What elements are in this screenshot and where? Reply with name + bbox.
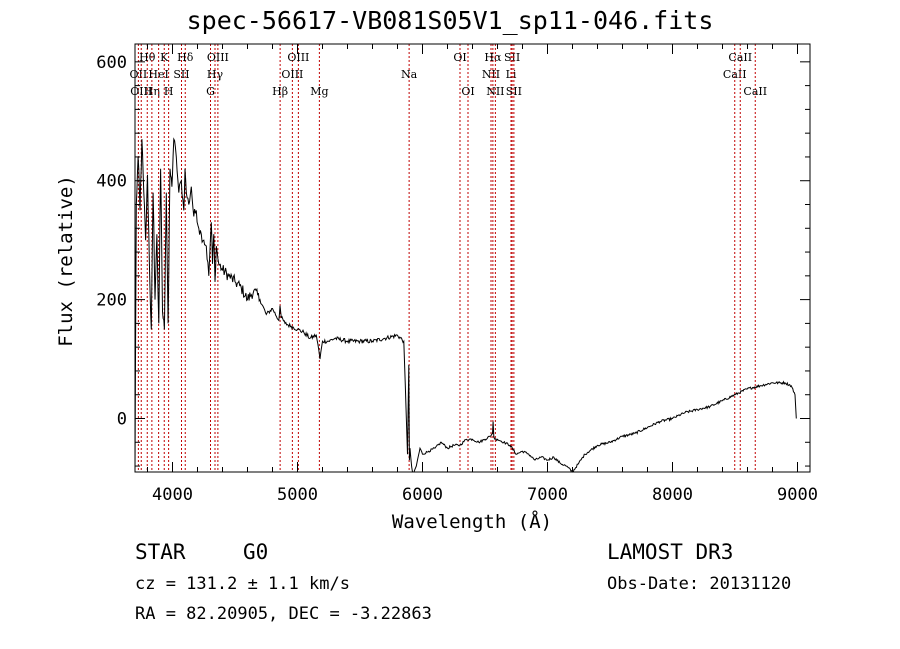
line-marker-label: NII bbox=[486, 85, 504, 98]
line-marker-label: CaII bbox=[743, 85, 767, 98]
redshift-readout: cz = 131.2 ± 1.1 km/s bbox=[135, 574, 350, 594]
x-tick-label: 9000 bbox=[777, 485, 818, 505]
line-marker-label: Hα bbox=[484, 51, 502, 64]
line-marker-label: Hδ bbox=[177, 51, 194, 64]
line-marker-label: OII bbox=[130, 68, 148, 81]
spectrum-line bbox=[134, 137, 797, 473]
x-tick-label: 8000 bbox=[652, 485, 693, 505]
y-tick-label: 200 bbox=[96, 291, 127, 311]
y-tick-label: 400 bbox=[96, 172, 127, 192]
survey-name: LAMOST DR3 bbox=[607, 540, 734, 564]
line-marker-label: H bbox=[164, 85, 174, 98]
line-markers: OIIOIIIHθHηHeIKHSIIHδGHγOIIIHβOIIIOIIIMg… bbox=[130, 44, 767, 472]
line-marker-label: SII bbox=[504, 51, 520, 64]
object-class: STAR bbox=[135, 540, 186, 564]
y-axis-label: Flux (relative) bbox=[55, 175, 77, 347]
line-marker-label: OI bbox=[461, 85, 474, 98]
line-marker-label: OIII bbox=[207, 51, 229, 64]
coordinates-readout: RA = 82.20905, DEC = -3.22863 bbox=[135, 604, 432, 624]
object-subclass: G0 bbox=[243, 540, 269, 564]
line-marker-label: Na bbox=[401, 68, 418, 81]
line-marker-label: Mg bbox=[310, 85, 328, 98]
line-marker-label: Hβ bbox=[272, 85, 288, 98]
line-marker-label: CaII bbox=[723, 68, 747, 81]
line-marker-label: Hη bbox=[144, 85, 160, 98]
line-marker-label: OI bbox=[453, 51, 466, 64]
line-marker-label: NII bbox=[482, 68, 500, 81]
observation-date: Obs-Date: 20131120 bbox=[607, 574, 792, 594]
y-tick-label: 600 bbox=[96, 53, 127, 73]
chart-title: spec-56617-VB081S05V1_sp11-046.fits bbox=[186, 6, 714, 35]
line-marker-label: G bbox=[206, 85, 215, 98]
line-marker-label: OIII bbox=[281, 68, 303, 81]
line-marker-label: HeI bbox=[148, 68, 168, 81]
x-tick-label: 4000 bbox=[152, 485, 193, 505]
line-marker-label: SII bbox=[506, 85, 522, 98]
x-axis-label: Wavelength (Å) bbox=[392, 510, 552, 533]
x-tick-label: 5000 bbox=[277, 485, 318, 505]
x-tick-label: 6000 bbox=[402, 485, 443, 505]
y-tick-label: 0 bbox=[117, 410, 127, 430]
x-tick-label: 7000 bbox=[527, 485, 568, 505]
line-marker-label: SII bbox=[173, 68, 189, 81]
line-marker-label: CaII bbox=[728, 51, 752, 64]
line-marker-label: Li bbox=[506, 68, 517, 81]
line-marker-label: K bbox=[160, 51, 169, 64]
axis-ticks: 4000 5000 6000 7000 8000 9000 0 200 400 600 bbox=[96, 44, 818, 505]
line-marker-label: Hγ bbox=[207, 68, 224, 81]
line-marker-label: OIII bbox=[287, 51, 309, 64]
plot-frame bbox=[134, 43, 811, 473]
